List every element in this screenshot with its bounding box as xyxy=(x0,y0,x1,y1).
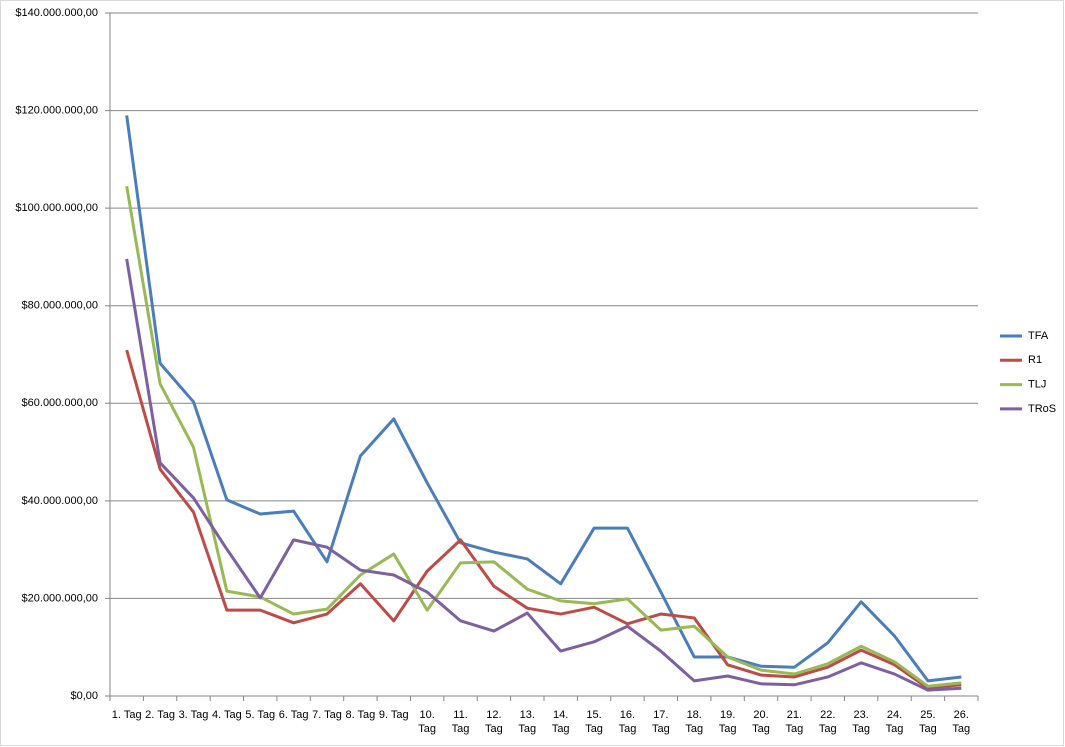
y-tick-label: $60.000.000,00 xyxy=(22,397,98,409)
x-tick-label: 10. Tag xyxy=(418,709,437,735)
x-tick-label: 13. Tag xyxy=(518,709,537,735)
legend-label: R1 xyxy=(1028,354,1042,366)
x-tick-label: 18. Tag xyxy=(685,709,704,735)
x-tick-label: 2. Tag xyxy=(145,709,175,721)
x-tick-label: 9. Tag xyxy=(378,709,409,721)
legend-label: TFA xyxy=(1028,330,1049,342)
x-tick-label: 25. Tag xyxy=(919,709,937,735)
x-tick-label: 4. Tag xyxy=(211,709,242,721)
line xyxy=(125,185,962,688)
x-tick-label: 3. Tag xyxy=(178,709,209,721)
line xyxy=(125,349,962,690)
x-tick-label: 16. Tag xyxy=(618,709,637,735)
line xyxy=(125,258,962,692)
y-tick-label: $0,00 xyxy=(70,690,98,702)
x-tick-label: 19. Tag xyxy=(718,709,737,735)
y-tick-label: $40.000.000,00 xyxy=(22,495,98,507)
x-tick-label: 6. Tag xyxy=(278,709,309,721)
y-tick-label: $20.000.000,00 xyxy=(22,592,98,604)
x-tick-label: 23. Tag xyxy=(852,709,871,735)
x-tick-label: 1. Tag xyxy=(111,709,142,721)
x-tick-label: 17. Tag xyxy=(651,709,670,735)
y-tick-label: $120.000.000,00 xyxy=(15,104,98,116)
x-tick-label: 14. Tag xyxy=(551,709,570,735)
legend-label: TLJ xyxy=(1028,379,1046,391)
x-tick-label: 11. Tag xyxy=(451,709,470,735)
line xyxy=(125,115,962,683)
x-tick-label: 5. Tag xyxy=(245,709,276,721)
y-tick-label: $80.000.000,00 xyxy=(22,300,98,312)
y-tick-label: $140.000.000,00 xyxy=(15,7,98,19)
x-tick-label: 15. Tag xyxy=(585,709,603,735)
y-tick-label: $100.000.000,00 xyxy=(15,202,98,214)
x-tick-label: 24. Tag xyxy=(885,709,904,735)
x-tick-label: 12. Tag xyxy=(485,709,503,735)
x-tick-label: 22. Tag xyxy=(818,709,837,735)
x-tick-label: 8. Tag xyxy=(345,709,376,721)
x-tick-label: 7. Tag xyxy=(312,709,342,721)
x-tick-label: 21. Tag xyxy=(785,709,804,735)
x-tick-label: 20. Tag xyxy=(752,709,770,735)
x-tick-label: 26. Tag xyxy=(952,709,971,735)
legend-label: TRoS xyxy=(1028,403,1056,415)
